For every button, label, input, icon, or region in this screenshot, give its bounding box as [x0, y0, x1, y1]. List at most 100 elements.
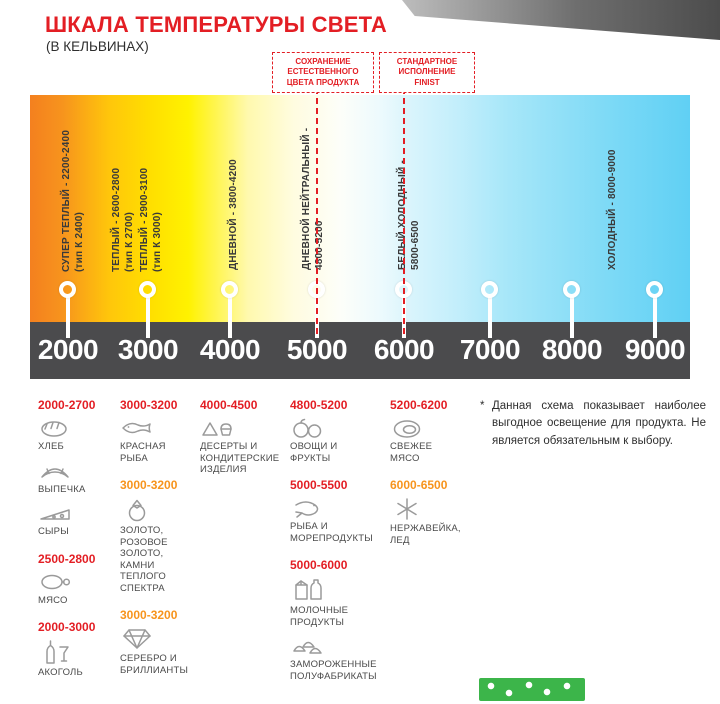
category-item: СВЕЖЕЕ МЯСО — [390, 417, 474, 464]
scale-marker — [139, 281, 156, 298]
category-group: 3000-3200 ЗОЛОТО, РОЗОВОЕ ЗОЛОТО, КАМНИ … — [120, 478, 196, 594]
kelvin-tick-7000: 7000 — [459, 334, 521, 365]
band-label-warm-2700: ТЕПЛЫЙ - 2600-2800 (тип К 2700) — [111, 167, 135, 272]
kelvin-tick-5000: 5000 — [286, 334, 348, 365]
footnote-text: Данная схема показывает наиболее выгодно… — [492, 400, 706, 447]
category-item: МОЛОЧНЫЕ ПРОДУКТЫ — [290, 577, 386, 628]
scale-marker — [59, 281, 76, 298]
frozen-icon — [293, 641, 322, 654]
footnote: * Данная схема показывает наиболее выгод… — [480, 398, 706, 450]
category-item: ОВОЩИ И ФРУКТЫ — [290, 417, 386, 464]
category-item: ВЫПЕЧКА — [38, 460, 116, 496]
range-label: 3000-3200 — [120, 478, 178, 492]
range-label: 3000-3200 — [120, 608, 178, 622]
kelvin-axis-bar — [30, 322, 690, 379]
alcohol-icon — [46, 640, 69, 664]
scale-stem — [570, 296, 574, 338]
category-item: КРАСНАЯ РЫБА — [120, 417, 196, 464]
category-group: 2000-3000 АКОГОЛЬ — [38, 620, 116, 679]
category-column-2: 3000-3200 КРАСНАЯ РЫБА 3000-3200 ЗОЛОТО,… — [120, 398, 196, 690]
category-item: СЫРЫ — [38, 502, 116, 538]
item-label: ВЫПЕЧКА — [38, 483, 86, 495]
category-item: СЕРЕБРО И БРИЛЛИАНТЫ — [120, 627, 196, 676]
band-label-daylight: ДНЕВНОЙ - 3800-4200 — [228, 159, 239, 270]
dessert-icon — [202, 422, 232, 436]
pastry-icon — [41, 467, 69, 478]
callout-preserve-natural-color: СОХРАНЕНИЕ ЕСТЕСТВЕННОГО ЦВЕТА ПРОДУКТА — [272, 52, 374, 94]
fish-icon — [122, 422, 151, 434]
scale-stem — [66, 296, 70, 338]
band-label-white-cold: БЕЛЫЙ ХОЛОДНЫЙ - 5800-6500 — [397, 160, 421, 270]
scale-stem — [228, 296, 232, 338]
green-dots-photo-fragment — [479, 678, 585, 701]
ice-icon — [397, 498, 417, 520]
dashed-line-5000 — [316, 88, 318, 334]
category-item: МЯСО — [38, 571, 116, 607]
item-label: НЕРЖАВЕЙКА, ЛЕД — [390, 523, 461, 546]
kelvin-tick-8000: 8000 — [541, 334, 603, 365]
category-item: НЕРЖАВЕЙКА, ЛЕД — [390, 497, 474, 546]
category-group: 5000-5500 РЫБА И МОРЕПРОДУКТЫ — [290, 478, 386, 544]
category-item: АКОГОЛЬ — [38, 639, 116, 679]
item-label: ЗАМОРОЖЕННЫЕ ПОЛУФАБРИКАТЫ — [290, 659, 377, 682]
range-label: 5000-6000 — [290, 558, 348, 572]
freshmeat-icon — [393, 420, 421, 438]
scale-marker — [646, 281, 663, 298]
category-column-1: 2000-2700 ХЛЕБ ВЫПЕЧКА СЫРЫ 2500-2800 МЯ… — [38, 398, 116, 693]
range-label: 2000-2700 — [38, 398, 96, 412]
category-item: ЗАМОРОЖЕННЫЕ ПОЛУФАБРИКАТЫ — [290, 635, 386, 682]
item-label: СВЕЖЕЕ МЯСО — [390, 441, 433, 464]
category-group: 5000-6000 МОЛОЧНЫЕ ПРОДУКТЫ ЗАМОРОЖЕННЫЕ… — [290, 558, 386, 682]
item-label: ДЕСЕРТЫ И КОНДИТЕРСКИЕ ИЗДЕЛИЯ — [200, 441, 280, 475]
range-label: 2000-3000 — [38, 620, 96, 634]
category-group: 2000-2700 ХЛЕБ ВЫПЕЧКА СЫРЫ — [38, 398, 116, 538]
kelvin-tick-9000: 9000 — [624, 334, 686, 365]
item-label: СЕРЕБРО И БРИЛЛИАНТЫ — [120, 653, 189, 676]
item-label: ЗОЛОТО, РОЗОВОЕ ЗОЛОТО, КАМНИ ТЕПЛОГО СП… — [120, 525, 168, 594]
bread-icon — [41, 421, 67, 437]
category-item: ДЕСЕРТЫ И КОНДИТЕРСКИЕ ИЗДЕЛИЯ — [200, 417, 284, 476]
cheese-icon — [40, 509, 70, 520]
page-subtitle: (В КЕЛЬВИНАХ) — [46, 39, 149, 54]
band-label-daylight-neutral: ДНЕВНОЙ НЕЙТРАЛЬНЫЙ - 4800-5200 — [301, 127, 325, 270]
seafood-icon — [295, 501, 319, 518]
range-label: 6000-6500 — [390, 478, 448, 492]
callout-standard-finist: СТАНДАРТНОЕ ИСПОЛНЕНИЕ FINIST — [379, 52, 475, 94]
item-label: ХЛЕБ — [38, 441, 64, 452]
meat-icon — [41, 574, 71, 589]
page-title: ШКАЛА ТЕМПЕРАТУРЫ СВЕТА — [45, 12, 388, 37]
band-label-super-warm: СУПЕР ТЕПЛЫЙ - 2200-2400 (тип К 2400) — [61, 129, 85, 272]
category-group: 5200-6200 СВЕЖЕЕ МЯСО — [390, 398, 474, 464]
category-column-3: 4000-4500 ДЕСЕРТЫ И КОНДИТЕРСКИЕ ИЗДЕЛИЯ — [200, 398, 284, 490]
scale-marker — [221, 281, 238, 298]
category-group: 3000-3200 СЕРЕБРО И БРИЛЛИАНТЫ — [120, 608, 196, 676]
category-column-4: 4800-5200 ОВОЩИ И ФРУКТЫ 5000-5500 РЫБА … — [290, 398, 386, 696]
ring-icon — [128, 499, 146, 522]
band-label-cold: ХОЛОДНЫЙ - 8000-9000 — [607, 149, 618, 270]
dashed-line-6000 — [403, 88, 405, 334]
range-label: 3000-3200 — [120, 398, 178, 412]
scale-marker — [481, 281, 498, 298]
category-group: 2500-2800 МЯСО — [38, 552, 116, 607]
scale-stem — [653, 296, 657, 338]
footnote-asterisk: * — [480, 400, 485, 412]
range-label: 5200-6200 — [390, 398, 448, 412]
item-label: КРАСНАЯ РЫБА — [120, 441, 166, 464]
item-label: СЫРЫ — [38, 526, 69, 537]
scale-stem — [488, 296, 492, 338]
category-item: ХЛЕБ — [38, 417, 116, 453]
category-item: ЗОЛОТО, РОЗОВОЕ ЗОЛОТО, КАМНИ ТЕПЛОГО СП… — [120, 497, 196, 594]
dairy-icon — [295, 579, 322, 600]
range-label: 5000-5500 — [290, 478, 348, 492]
kelvin-tick-4000: 4000 — [199, 334, 261, 365]
gray-photo-fragment — [402, 0, 720, 40]
category-item: РЫБА И МОРЕПРОДУКТЫ — [290, 497, 386, 544]
range-label: 4800-5200 — [290, 398, 348, 412]
band-label-warm-3000: ТЕПЛЫЙ - 2900-3100 (тип К 3000) — [139, 167, 163, 272]
item-label: МЯСО — [38, 594, 68, 606]
diamond-icon — [123, 629, 151, 649]
item-label: МОЛОЧНЫЕ ПРОДУКТЫ — [290, 605, 349, 628]
kelvin-tick-6000: 6000 — [373, 334, 435, 365]
category-column-5: 5200-6200 СВЕЖЕЕ МЯСО 6000-6500 НЕРЖАВЕЙ… — [390, 398, 474, 560]
